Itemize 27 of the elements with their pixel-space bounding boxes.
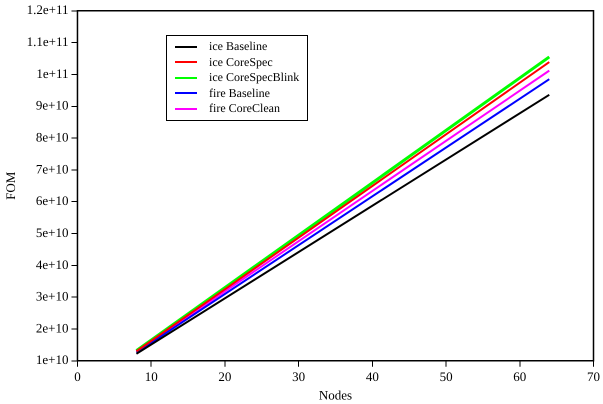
y-tick-label: 1.1e+11 bbox=[26, 34, 68, 50]
y-tick-label: 9e+10 bbox=[36, 98, 68, 113]
x-axis-title: Nodes bbox=[318, 388, 352, 403]
x-tick-label: 60 bbox=[513, 369, 526, 384]
x-tick-label: 70 bbox=[587, 369, 600, 384]
legend-label: ice CoreSpecBlink bbox=[209, 70, 300, 86]
y-tick-label: 8e+10 bbox=[36, 129, 68, 144]
x-tick-label: 50 bbox=[440, 369, 453, 384]
y-tick-label: 6e+10 bbox=[36, 193, 68, 208]
x-tick-label: 10 bbox=[144, 369, 158, 384]
y-tick-label: 2e+10 bbox=[36, 320, 68, 336]
y-tick-label: 7e+10 bbox=[36, 161, 68, 176]
y-tick-label: 4e+10 bbox=[36, 256, 68, 272]
y-tick-label: 1e+11 bbox=[36, 66, 68, 81]
y-tick-label: 1e+10 bbox=[36, 352, 68, 368]
legend-label: fire CoreClean bbox=[209, 101, 280, 116]
y-tick-label: 5e+10 bbox=[36, 224, 68, 240]
y-axis-title: FOM bbox=[3, 171, 18, 200]
x-tick-label: 40 bbox=[366, 369, 379, 384]
legend-label: ice Baseline bbox=[209, 39, 268, 54]
x-tick-label: 20 bbox=[218, 369, 232, 384]
legend-label: fire Baseline bbox=[209, 86, 270, 101]
y-tick-label: 3e+10 bbox=[36, 288, 68, 304]
x-tick-label: 30 bbox=[292, 369, 306, 384]
y-tick-label: 1.2e+11 bbox=[26, 2, 68, 18]
legend-label: ice CoreSpec bbox=[209, 54, 273, 70]
x-tick-label: 0 bbox=[74, 369, 81, 384]
